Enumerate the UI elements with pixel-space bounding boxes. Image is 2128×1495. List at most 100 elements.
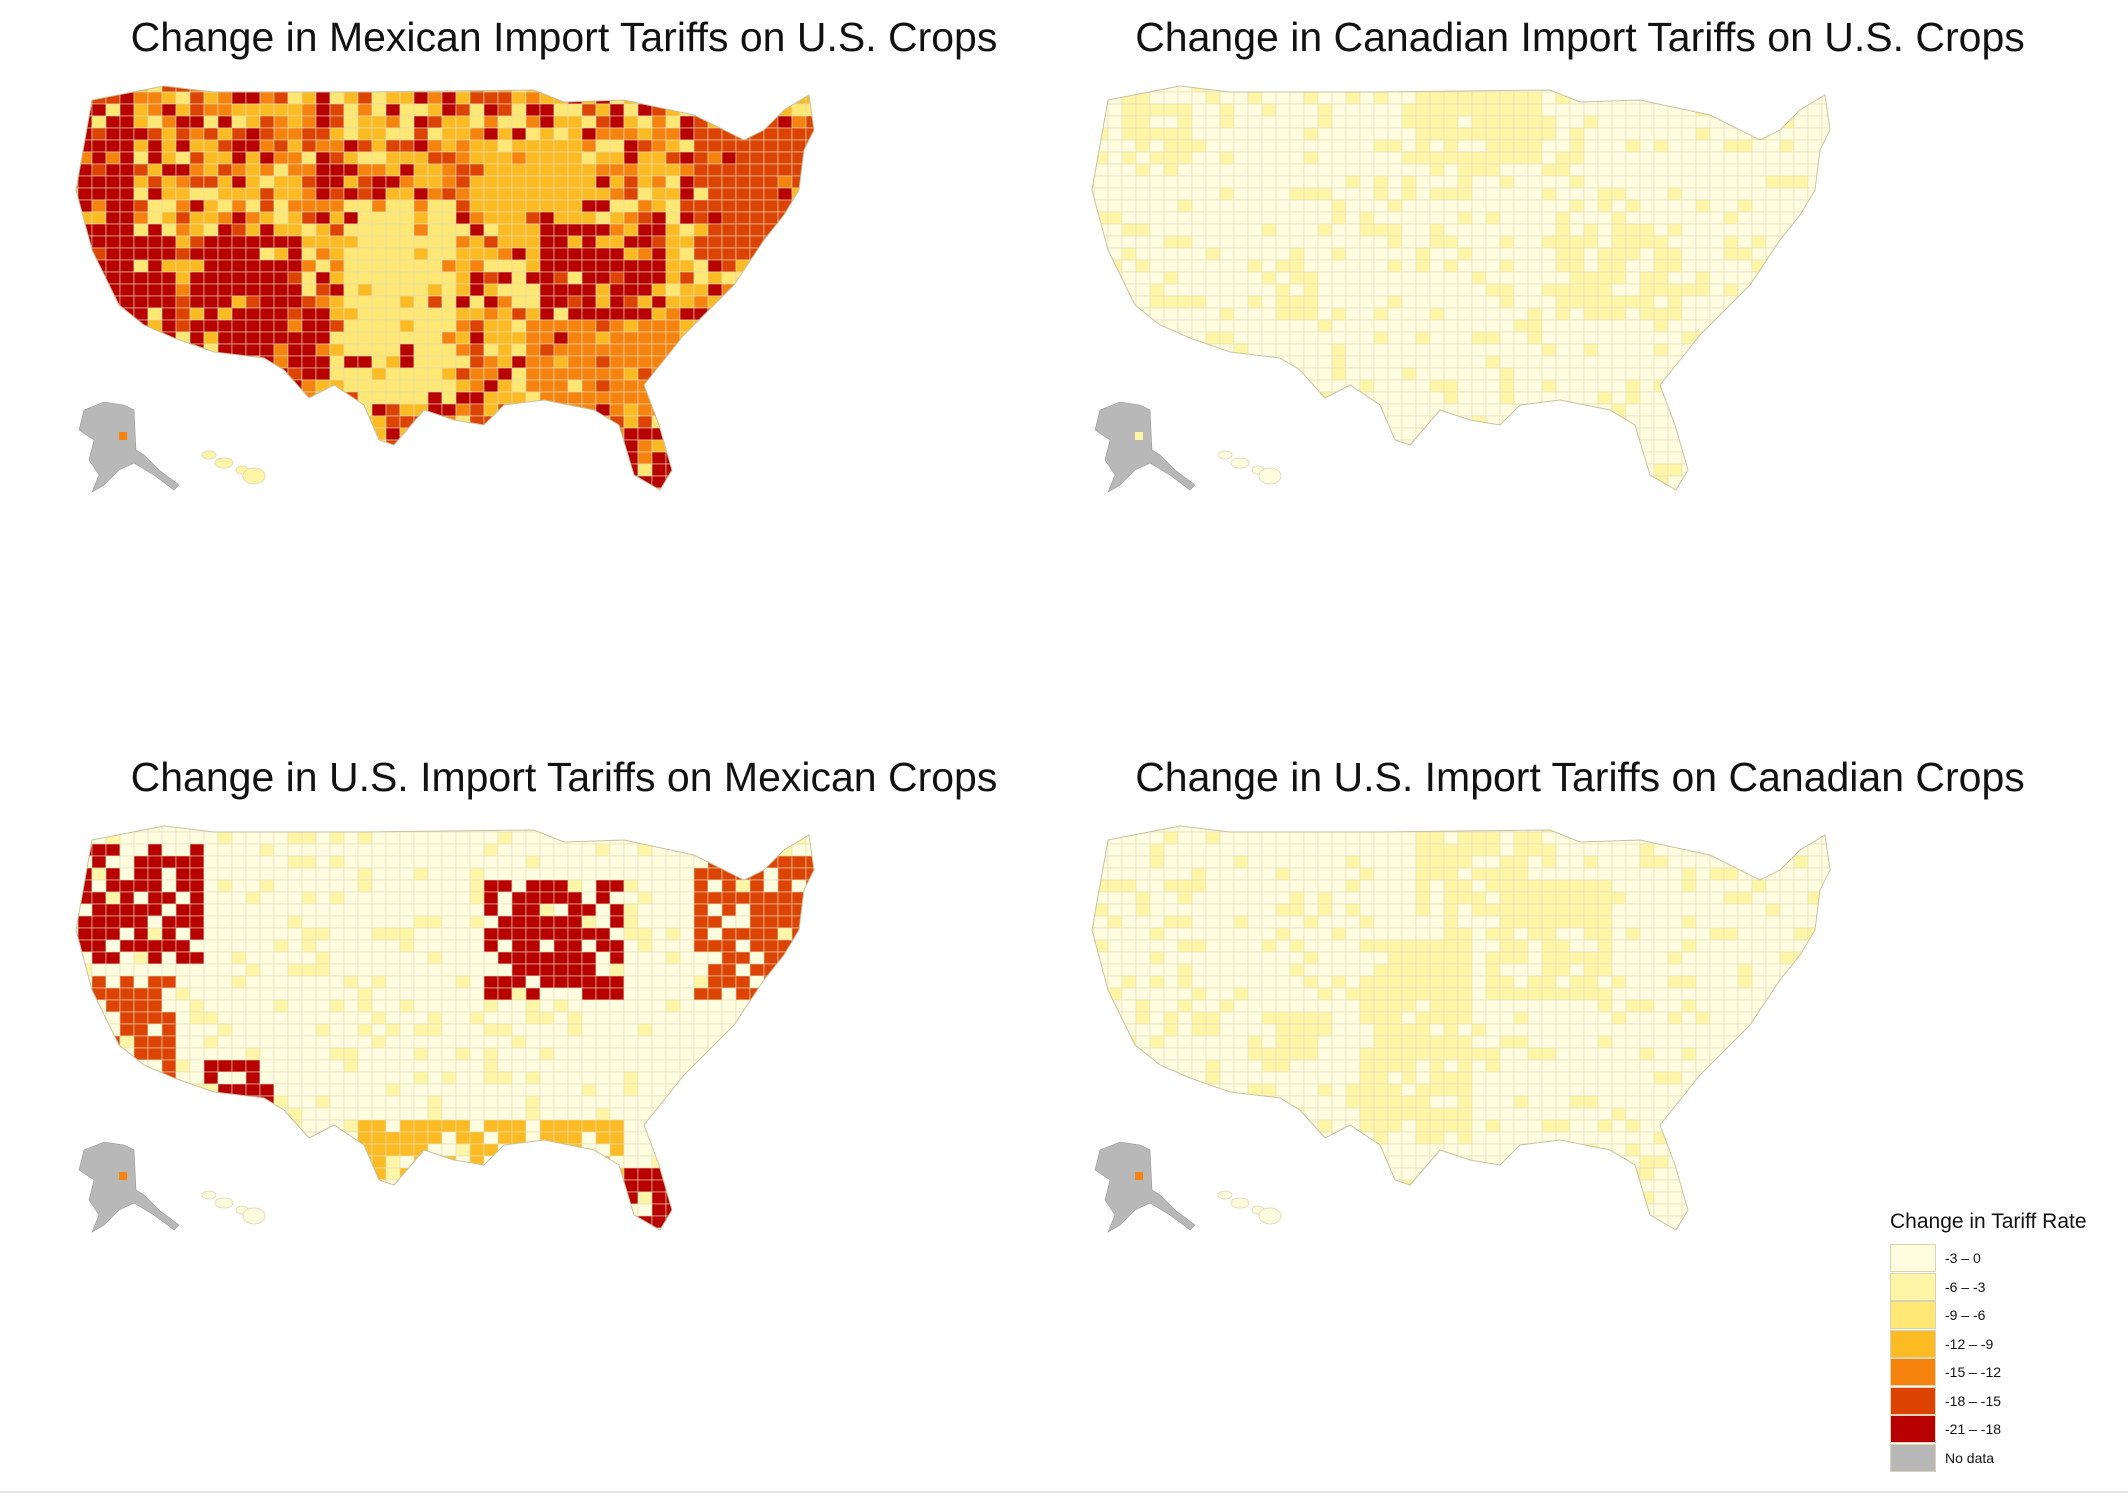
county-cell: [763, 903, 779, 917]
county-cell: [693, 103, 709, 117]
county-cell: [1205, 427, 1221, 441]
county-cell: [301, 86, 317, 93]
county-cell: [820, 224, 834, 236]
county-cell: [343, 951, 359, 965]
county-cell: [1709, 163, 1725, 177]
county-cell: [735, 963, 751, 977]
county-cell: [76, 975, 79, 989]
county-cell: [1583, 391, 1599, 405]
county-cell: [777, 826, 793, 833]
county-cell: [1513, 415, 1529, 429]
county-cell: [609, 1047, 625, 1061]
county-cell: [497, 403, 513, 417]
county-cell: [497, 379, 513, 393]
county-cell: [245, 891, 261, 905]
county-cell: [791, 283, 807, 297]
county-cell: [329, 915, 345, 929]
county-cell: [1289, 439, 1305, 453]
county-cell: [805, 415, 814, 429]
county-cell: [1331, 235, 1347, 249]
county-cell: [301, 295, 317, 309]
county-cell: [1513, 91, 1529, 105]
county-cell: [1751, 139, 1767, 153]
county-cell: [1625, 247, 1641, 261]
county-cell: [1471, 331, 1487, 345]
county-cell: [301, 891, 317, 905]
county-cell: [525, 151, 541, 165]
county-cell: [133, 1035, 149, 1049]
county-cell: [1667, 247, 1683, 261]
county-cell: [287, 103, 303, 117]
county-cell: [1681, 427, 1697, 441]
county-cell: [1625, 211, 1641, 225]
county-cell: [791, 439, 807, 453]
county-cell: [161, 127, 177, 141]
county-cell: [175, 151, 191, 165]
county-cell: [1457, 475, 1473, 489]
county-cell: [273, 127, 289, 141]
county-cell: [1359, 187, 1375, 201]
county-cell: [483, 391, 499, 405]
county-cell: [175, 915, 191, 929]
county-cell: [595, 1047, 611, 1061]
county-cell: [497, 103, 513, 117]
county-cell: [1751, 367, 1767, 381]
county-cell: [1331, 463, 1347, 477]
county-cell: [1667, 463, 1683, 477]
county-cell: [1807, 223, 1823, 237]
county-cell: [511, 115, 527, 129]
county-cell: [217, 1023, 233, 1037]
county-cell: [665, 115, 681, 129]
county-cell: [581, 86, 597, 93]
county-cell: [595, 927, 611, 941]
county-cell: [105, 355, 121, 369]
county-cell: [1695, 379, 1711, 393]
county-cell: [1093, 391, 1109, 405]
county-cell: [105, 963, 121, 977]
county-cell: [77, 367, 93, 381]
county-cell: [1541, 307, 1557, 321]
county-cell: [665, 151, 681, 165]
county-cell: [189, 127, 205, 141]
county-cell: [1737, 271, 1753, 285]
county-cell: [287, 175, 303, 189]
county-cell: [749, 91, 765, 105]
county-cell: [1569, 331, 1585, 345]
county-cell: [1807, 451, 1823, 465]
county-cell: [1667, 115, 1683, 129]
county-cell: [1471, 91, 1487, 105]
county-cell: [665, 951, 681, 965]
county-cell: [721, 855, 737, 869]
county-cell: [1275, 331, 1291, 345]
county-cell: [119, 855, 135, 869]
county-cell: [1415, 343, 1431, 357]
county-cell: [1429, 103, 1445, 117]
county-cell: [161, 175, 177, 189]
county-cell: [1499, 475, 1515, 489]
county-cell: [1779, 139, 1795, 153]
county-cell: [119, 319, 135, 333]
county-cell: [91, 235, 107, 249]
county-cell: [595, 427, 611, 441]
county-cell: [539, 103, 555, 117]
county-cell: [371, 343, 387, 357]
county-cell: [175, 211, 191, 225]
county-cell: [511, 295, 527, 309]
county-cell: [567, 127, 583, 141]
county-cell: [371, 319, 387, 333]
county-cell: [763, 475, 779, 489]
county-cell: [1275, 211, 1291, 225]
county-cell: [1373, 86, 1389, 93]
county-cell: [413, 235, 429, 249]
county-cell: [763, 86, 779, 93]
county-cell: [259, 951, 275, 965]
county-cell: [301, 331, 317, 345]
county-cell: [511, 879, 527, 893]
county-cell: [1555, 247, 1571, 261]
county-cell: [525, 439, 541, 453]
county-cell: [385, 283, 401, 297]
county-cell: [553, 199, 569, 213]
county-cell: [525, 91, 541, 105]
county-cell: [1331, 283, 1347, 297]
county-cell: [189, 927, 205, 941]
